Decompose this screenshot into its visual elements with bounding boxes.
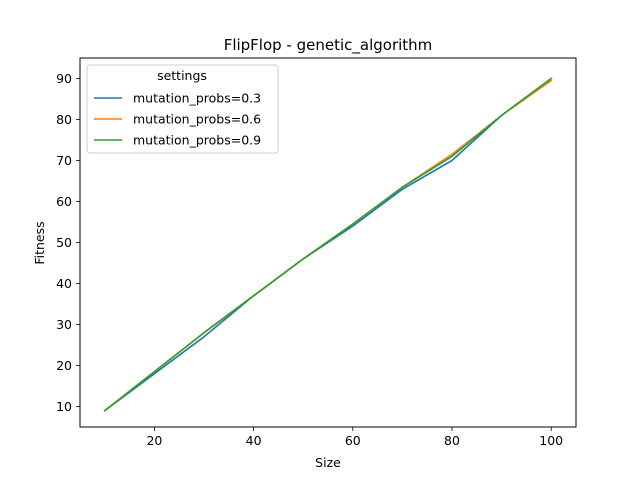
y-tick-label: 90 <box>56 71 72 86</box>
y-tick-label: 80 <box>56 112 72 127</box>
x-axis: 20 40 60 80 100 <box>146 427 563 448</box>
legend-label-3: mutation_probs=0.9 <box>133 133 261 148</box>
legend-box <box>86 64 279 154</box>
chart-title: FlipFlop - genetic_algorithm <box>224 36 433 55</box>
y-tick-label: 40 <box>56 276 72 291</box>
series-line-3 <box>103 77 553 412</box>
x-tick-label: 40 <box>246 433 262 448</box>
legend-title: settings <box>157 68 207 83</box>
y-tick-label: 60 <box>56 194 72 209</box>
x-tick-label: 80 <box>444 433 460 448</box>
legend: settings mutation_probs=0.3mutation_prob… <box>86 64 279 154</box>
y-tick-label: 20 <box>56 358 72 373</box>
y-tick-label: 70 <box>56 153 72 168</box>
y-tick-label: 50 <box>56 235 72 250</box>
series-layer <box>103 77 553 412</box>
y-axis: 10 20 30 40 50 60 70 80 90 <box>56 71 80 414</box>
x-tick-label: 20 <box>146 433 162 448</box>
y-tick-label: 30 <box>56 317 72 332</box>
legend-entries: mutation_probs=0.3 mutation_probs=0.6muta… <box>94 91 261 148</box>
legend-label-1: mutation_probs=0.3 <box>133 91 261 106</box>
x-tick-label: 60 <box>345 433 361 448</box>
series-line-1 <box>103 77 553 412</box>
legend-label-2: mutation_probs=0.6 <box>133 112 261 127</box>
x-tick-label: 100 <box>539 433 563 448</box>
y-tick-label: 10 <box>56 399 72 414</box>
x-axis-label: Size <box>315 455 341 470</box>
y-axis-label: Fitness <box>32 221 47 264</box>
